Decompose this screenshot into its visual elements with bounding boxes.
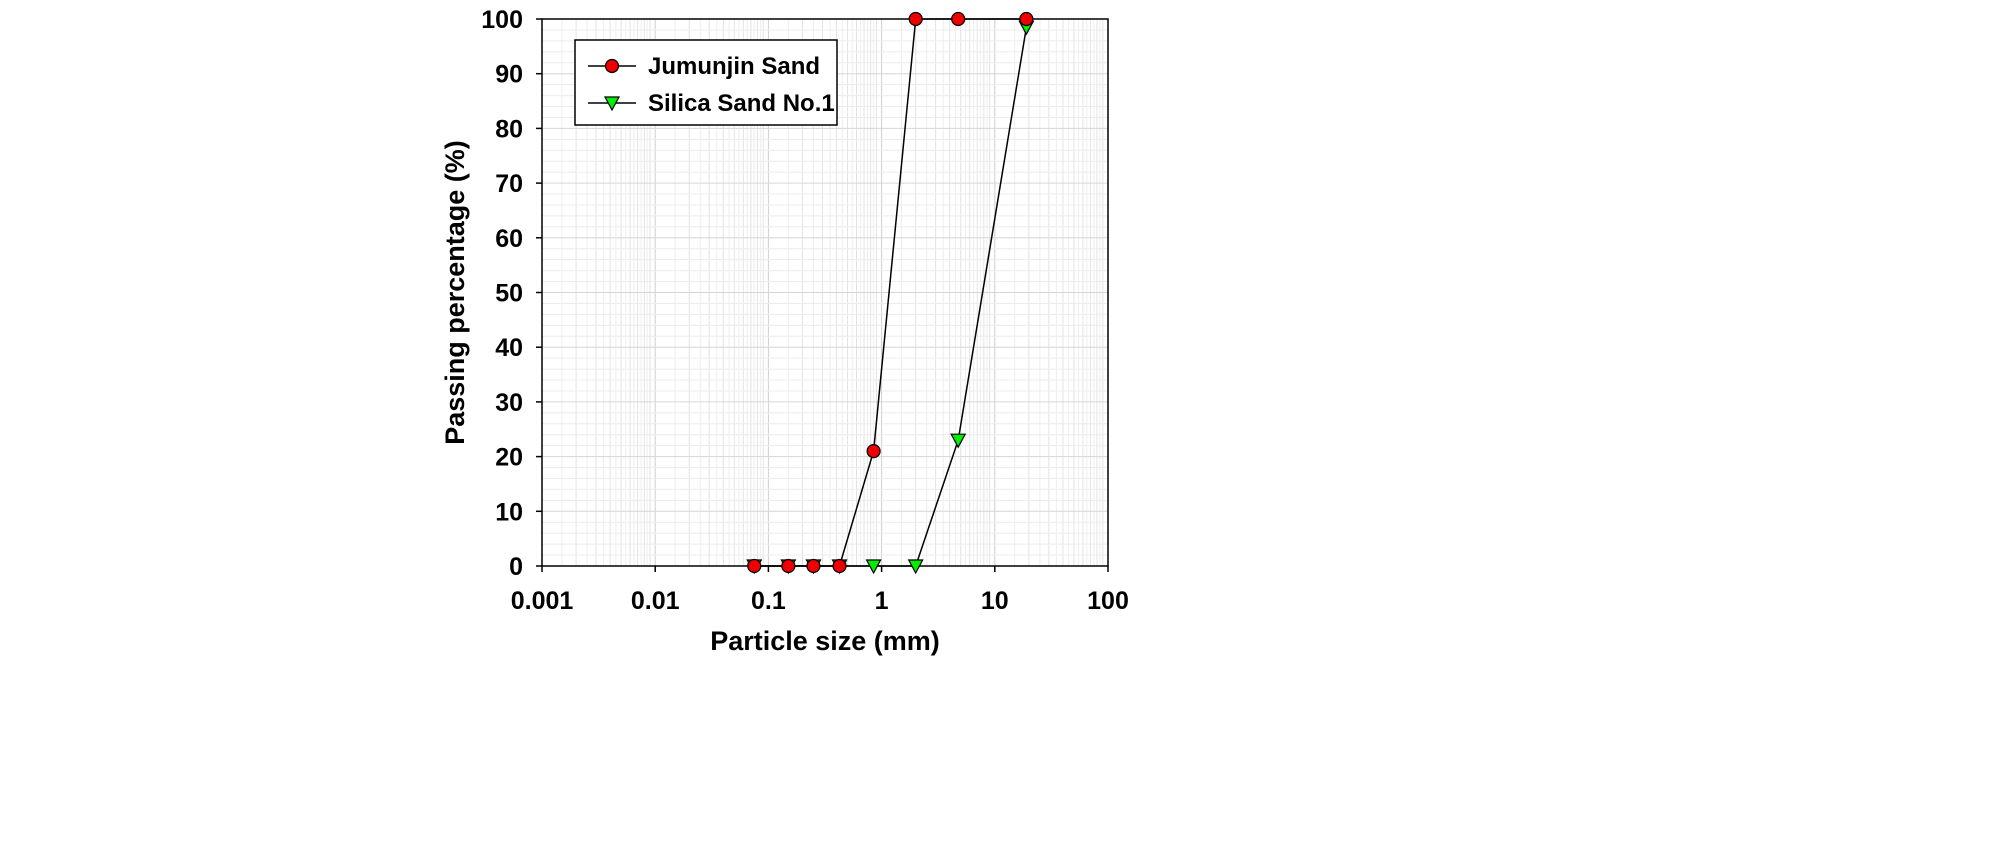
legend-label-silica: Silica Sand No.1 <box>648 90 835 117</box>
data-point <box>907 559 924 575</box>
y-tick-label: 40 <box>495 334 523 362</box>
y-tick-label: 70 <box>495 170 523 198</box>
grid <box>541 18 1108 567</box>
legend: Jumunjin Sand Silica Sand No.1 <box>574 39 838 126</box>
data-point <box>951 11 966 27</box>
x-tick-label: 100 <box>1087 587 1129 615</box>
y-tick-label: 80 <box>495 115 523 143</box>
x-tick-label: 0.1 <box>751 587 786 615</box>
x-tick-label: 10 <box>981 587 1009 615</box>
series-group <box>746 11 1035 575</box>
y-tick-label: 90 <box>495 61 523 89</box>
y-tick-label: 60 <box>495 225 523 253</box>
legend-box <box>574 39 838 126</box>
legend-label-jumunjin: Jumunjin Sand <box>648 53 820 80</box>
legend-marker-jumunjin <box>604 58 620 74</box>
legend-marker-silica <box>603 96 621 112</box>
data-point <box>950 433 967 449</box>
data-point <box>866 444 881 459</box>
data-point <box>908 11 923 27</box>
y-tick-label: 30 <box>495 389 523 417</box>
y-tick-label: 10 <box>495 498 523 526</box>
y-tick-label: 100 <box>481 6 523 34</box>
y-tick-label: 0 <box>509 553 523 581</box>
y-tick-label: 20 <box>495 444 523 472</box>
data-point <box>865 559 882 575</box>
x-tick-label: 1 <box>875 587 889 615</box>
data-point <box>747 558 762 574</box>
data-point <box>1019 11 1034 27</box>
x-tick-label: 0.01 <box>631 587 680 615</box>
data-point <box>806 558 821 574</box>
axis-ticks: 0.001 0.01 0.1 1 10 100 0 10 20 30 40 50 60 70 80 90 100 <box>481 6 1129 615</box>
series-0 <box>747 11 1034 574</box>
x-tick-label: 0.001 <box>511 587 574 615</box>
data-point <box>781 558 796 574</box>
y-tick-label: 50 <box>495 280 523 308</box>
x-axis-label: Particle size (mm) <box>710 626 940 656</box>
data-point <box>832 558 847 574</box>
y-axis-label: Passing percentage (%) <box>440 140 470 445</box>
